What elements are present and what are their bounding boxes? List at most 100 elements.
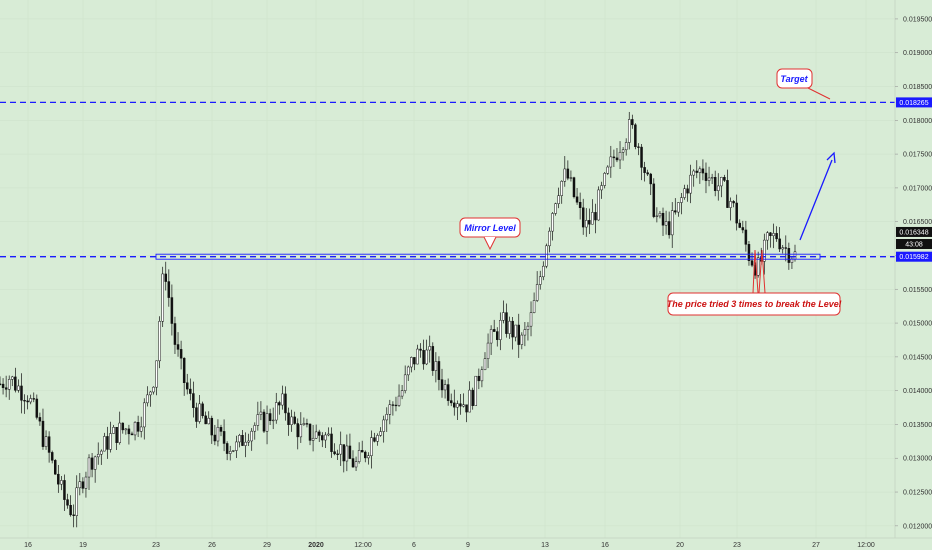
candle-body [428, 346, 431, 351]
grid [0, 0, 895, 538]
candle-body [296, 423, 299, 438]
candle-body [627, 119, 631, 143]
candle-body [422, 350, 425, 365]
candle-body [667, 221, 671, 236]
candle-body [704, 172, 708, 181]
candle-body [434, 361, 438, 371]
candle-body [554, 203, 557, 214]
candle-body [400, 390, 404, 397]
price-tag-bg [896, 226, 932, 237]
price-tag-bg [896, 97, 932, 108]
candle-body [146, 394, 149, 404]
candle-body [26, 400, 29, 403]
candle-body [244, 441, 247, 446]
candle-body [677, 202, 680, 213]
candle-body [195, 407, 198, 422]
candle-body [511, 320, 514, 338]
candle-body [658, 212, 662, 217]
candle-body [425, 349, 428, 365]
candle-body [228, 451, 232, 454]
x-tick-label: 29 [263, 542, 271, 549]
y-tick-label: 0.018000 [903, 118, 932, 125]
candle-body [729, 201, 732, 208]
candle-body [219, 427, 223, 432]
price-tag-label: 0.018265 [899, 100, 928, 107]
projection-arrow-line [799, 159, 833, 241]
candle-body [431, 346, 435, 371]
candle-body [640, 146, 643, 168]
candle-body [7, 379, 11, 390]
candle-body [207, 417, 210, 425]
candle-body [136, 422, 140, 432]
candle-body [357, 450, 361, 462]
y-tick-label: 0.015500 [903, 287, 932, 294]
y-tick-label: 0.017000 [903, 185, 932, 192]
candle-body [600, 185, 603, 191]
candle-body [351, 458, 355, 468]
candle-body [35, 398, 39, 418]
candles-series [0, 111, 797, 528]
price-axis[interactable]: 0.012000 0.012500 0.013000 0.013500 0.014000… [895, 16, 932, 530]
candle-body [766, 232, 769, 241]
candle-body [769, 232, 772, 236]
candle-body [612, 156, 616, 159]
candle-body [517, 324, 520, 345]
candle-body [250, 430, 253, 442]
candle-body [674, 210, 677, 213]
x-tick-label: 27 [812, 542, 820, 549]
candle-body [732, 201, 735, 204]
x-tick-label: 12:00 [857, 542, 875, 549]
annotations: Target Mirror Level The price tried 3 time… [459, 68, 842, 316]
candle-body [262, 411, 266, 432]
candle-body [756, 257, 760, 276]
candle-body [655, 215, 659, 217]
candle-body [23, 400, 26, 402]
candle-body [750, 260, 754, 266]
candle-body [471, 389, 474, 406]
candle-body [609, 156, 613, 168]
candle-body [585, 220, 588, 228]
candle-body [624, 142, 628, 151]
candle-body [692, 170, 695, 176]
candle-body [103, 436, 106, 452]
candle-body [680, 197, 683, 203]
candle-body [717, 185, 720, 191]
candle-body [324, 434, 327, 441]
candle-body [299, 424, 303, 438]
candle-body [93, 456, 97, 470]
candle-body [339, 444, 342, 455]
candle-body [133, 422, 137, 436]
candle-body [456, 403, 459, 408]
candle-body [542, 265, 545, 278]
candle-body [388, 404, 392, 415]
candle-body [532, 300, 536, 313]
candle-body [376, 435, 379, 442]
candle-body [354, 461, 358, 468]
candle-body [588, 220, 591, 225]
candle-body [710, 177, 714, 179]
candle-body [664, 221, 668, 226]
candle-body [342, 444, 346, 462]
price-tag-bg [896, 251, 932, 262]
candle-body [32, 398, 36, 400]
candle-body [397, 395, 401, 406]
candle-body [253, 425, 257, 432]
candle-body [124, 428, 128, 431]
x-tick-label: 26 [208, 542, 216, 549]
candle-body [38, 417, 42, 422]
time-axis[interactable]: 16 19 23 26 29 2020 12:00 6 9 13 16 20 23 27 12:00 [24, 542, 875, 549]
candle-body [499, 320, 502, 340]
candle-body [311, 437, 315, 441]
candle-body [560, 181, 563, 196]
candle-body [167, 281, 171, 298]
tries-callout-pointer [752, 249, 766, 294]
candle-body [698, 168, 702, 173]
candle-body [100, 450, 103, 455]
candle-body [121, 422, 125, 431]
y-tick-label: 0.015000 [903, 321, 932, 328]
x-tick-label: 23 [152, 542, 160, 549]
candle-body [446, 384, 450, 401]
candle-body [284, 393, 287, 414]
x-tick-label: 2020 [308, 542, 324, 549]
